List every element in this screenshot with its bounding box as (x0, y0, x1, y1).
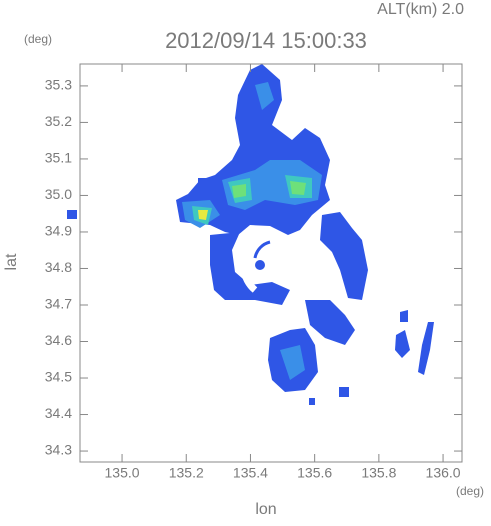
echo (400, 310, 408, 322)
x-tick-label: 136.0 (426, 465, 461, 481)
echo-arc (253, 240, 271, 259)
chart-title: 2012/09/14 15:00:33 (165, 28, 367, 53)
echo (418, 322, 434, 375)
x-tick-label: 135.6 (297, 465, 332, 481)
echo (290, 181, 306, 195)
radar-echoes (67, 64, 434, 405)
x-tick-label: 135.2 (169, 465, 204, 481)
y-unit: (deg) (24, 32, 52, 46)
plot-frame (79, 63, 463, 463)
echo (255, 260, 265, 270)
y-tick-label: 34.8 (45, 259, 72, 275)
x-tick-label: 135.0 (105, 465, 140, 481)
echo (198, 210, 208, 220)
y-tick-label: 35.3 (45, 77, 72, 93)
echo (198, 178, 208, 186)
x-unit: (deg) (456, 484, 484, 498)
echo (67, 210, 77, 219)
echo (328, 235, 338, 245)
echo (320, 212, 368, 300)
x-tick-label: 135.4 (233, 465, 268, 481)
echo (255, 82, 274, 110)
echo (339, 387, 349, 397)
x-axis-label: lon (255, 501, 276, 518)
echo (210, 232, 290, 305)
y-tick-label: 34.3 (45, 442, 72, 458)
echo (280, 345, 305, 380)
y-axis-label: lat (3, 253, 20, 270)
y-tick-label: 34.5 (45, 369, 72, 385)
y-tick-label: 35.0 (45, 186, 72, 202)
echo (305, 300, 355, 345)
y-tick-label: 35.2 (45, 113, 72, 129)
echo (395, 330, 410, 358)
y-tick-label: 34.9 (45, 223, 72, 239)
radar-gap (240, 241, 258, 293)
x-tick-label: 135.8 (361, 465, 396, 481)
y-tick-label: 34.6 (45, 332, 72, 348)
y-tick-label: 35.1 (45, 150, 72, 166)
altitude-label: ALT(km) 2.0 (377, 1, 464, 18)
echo (232, 184, 246, 198)
y-tick-label: 34.7 (45, 296, 72, 312)
echo (309, 398, 315, 405)
y-tick-label: 34.4 (45, 405, 72, 421)
